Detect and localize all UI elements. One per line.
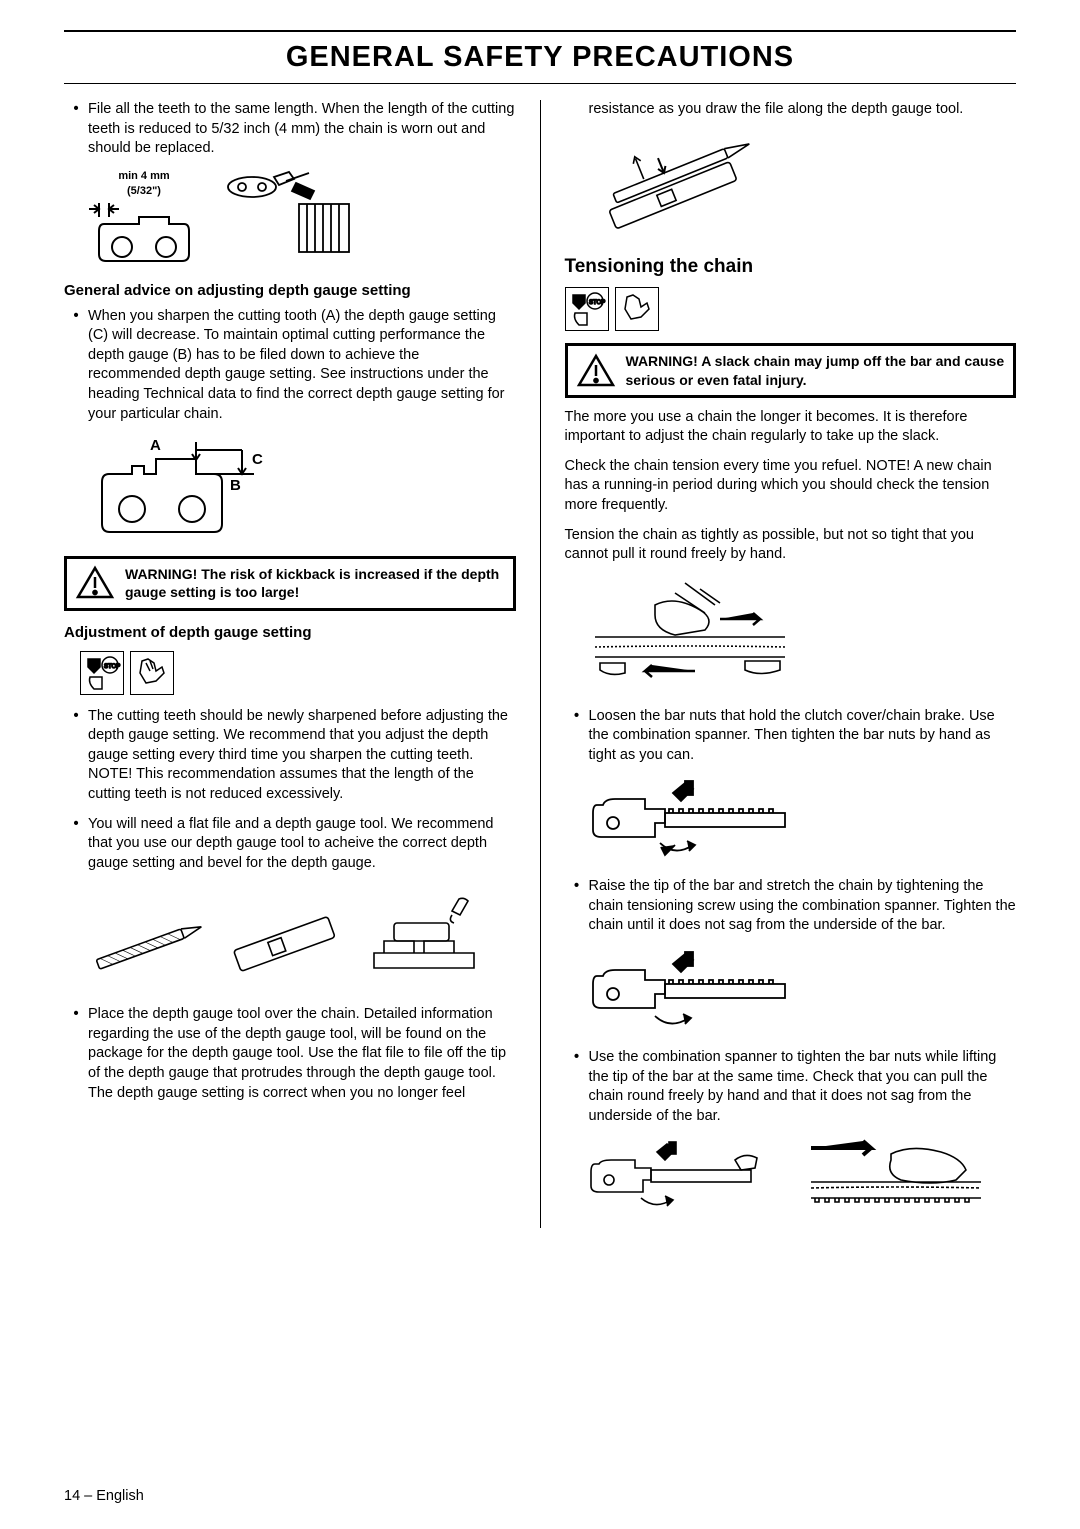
tools-row-icon — [84, 883, 484, 993]
gloves-icon — [615, 287, 659, 331]
bullet-dot: • — [565, 707, 589, 766]
bullet-text: Place the depth gauge tool over the chai… — [88, 1005, 516, 1103]
bullet-dot: • — [64, 307, 88, 424]
bullet-text: Raise the tip of the bar and stretch the… — [589, 877, 1017, 936]
saw-tighten-diagram — [585, 946, 1017, 1036]
left-column: • File all the teeth to the same length.… — [64, 100, 516, 1228]
subheading: Adjustment of depth gauge setting — [64, 623, 516, 643]
bullet-item: • Loosen the bar nuts that hold the clut… — [565, 707, 1017, 766]
warning-triangle-icon — [576, 353, 616, 389]
saw-tighten-icon — [585, 946, 805, 1036]
bullet-dot: • — [64, 707, 88, 805]
fraction-label: (5/32") — [84, 184, 204, 199]
gloves-icon — [130, 651, 174, 695]
saw-final-diagram — [585, 1136, 1017, 1216]
bullet-item: • When you sharpen the cutting tooth (A)… — [64, 307, 516, 424]
paragraph: The more you use a chain the longer it b… — [565, 408, 1017, 447]
section-heading: Tensioning the chain — [565, 254, 1017, 280]
warning-box: WARNING! The risk of kickback is increas… — [64, 556, 516, 610]
stop-hand-icon: STOP — [565, 287, 609, 331]
file-on-gauge-diagram — [585, 130, 1017, 240]
bullet-text: Use the combination spanner to tighten t… — [589, 1048, 1017, 1126]
tooth-measure-icon — [84, 199, 204, 269]
bullet-text: File all the teeth to the same length. W… — [88, 100, 516, 159]
saw-side-icon — [585, 775, 805, 865]
bullet-item: • File all the teeth to the same length.… — [64, 100, 516, 159]
bullet-dot: • — [565, 877, 589, 936]
bullet-text: When you sharpen the cutting tooth (A) t… — [88, 307, 516, 424]
svg-text:STOP: STOP — [589, 300, 605, 306]
hand-pull-icon — [585, 575, 795, 695]
subheading: General advice on adjusting depth gauge … — [64, 281, 516, 301]
title-underline — [64, 83, 1016, 84]
min-label: min 4 mm — [84, 169, 204, 184]
stop-gloves-icons: STOP — [80, 651, 516, 695]
bullet-text: The cutting teeth should be newly sharpe… — [88, 707, 516, 805]
bullet-item: • The cutting teeth should be newly shar… — [64, 707, 516, 805]
bullet-dot: • — [64, 100, 88, 159]
top-rule — [64, 30, 1016, 32]
label-b: B — [230, 477, 241, 494]
right-column: resistance as you draw the file along th… — [565, 100, 1017, 1228]
bullet-text: Loosen the bar nuts that hold the clutch… — [589, 707, 1017, 766]
saw-lift-icon — [585, 1136, 785, 1216]
hand-tension-diagram — [585, 575, 1017, 695]
abc-tooth-diagram: A C B — [84, 434, 516, 544]
paragraph: Check the chain tension every time you r… — [565, 457, 1017, 516]
label-a: A — [150, 437, 161, 454]
file-gauge-icon — [585, 130, 785, 240]
hand-slide-icon — [801, 1136, 991, 1216]
warning-text: WARNING! The risk of kickback is increas… — [125, 565, 505, 601]
warning-box: WARNING! A slack chain may jump off the … — [565, 343, 1017, 397]
warning-triangle-icon — [75, 565, 115, 601]
bullet-dot: • — [64, 1005, 88, 1103]
continuation-text: resistance as you draw the file along th… — [589, 100, 1017, 120]
warning-text: WARNING! A slack chain may jump off the … — [626, 352, 1006, 388]
bullet-item: • Place the depth gauge tool over the ch… — [64, 1005, 516, 1103]
svg-text:STOP: STOP — [104, 664, 120, 670]
page-title: GENERAL SAFETY PRECAUTIONS — [64, 38, 1016, 77]
chain-tooth-diagram: min 4 mm (5/32") — [84, 169, 516, 269]
paragraph: Tension the chain as tightly as possible… — [565, 526, 1017, 565]
bullet-dot: • — [64, 815, 88, 874]
bullet-item: • Use the combination spanner to tighten… — [565, 1048, 1017, 1126]
file-parallel-icon — [224, 169, 354, 259]
stop-hand-icon: STOP — [80, 651, 124, 695]
bullet-dot: • — [565, 1048, 589, 1126]
page-footer: 14 – English — [64, 1487, 144, 1507]
saw-loosen-diagram — [585, 775, 1017, 865]
bullet-item: • Raise the tip of the bar and stretch t… — [565, 877, 1017, 936]
bullet-text: You will need a flat file and a depth ga… — [88, 815, 516, 874]
label-c: C — [252, 451, 263, 468]
two-column-layout: • File all the teeth to the same length.… — [64, 100, 1016, 1228]
tooth-abc-icon: A C B — [84, 434, 284, 544]
column-divider — [540, 100, 541, 1228]
stop-gloves-icons: STOP — [565, 287, 1017, 331]
file-tools-diagram — [84, 883, 516, 993]
bullet-item: • You will need a flat file and a depth … — [64, 815, 516, 874]
